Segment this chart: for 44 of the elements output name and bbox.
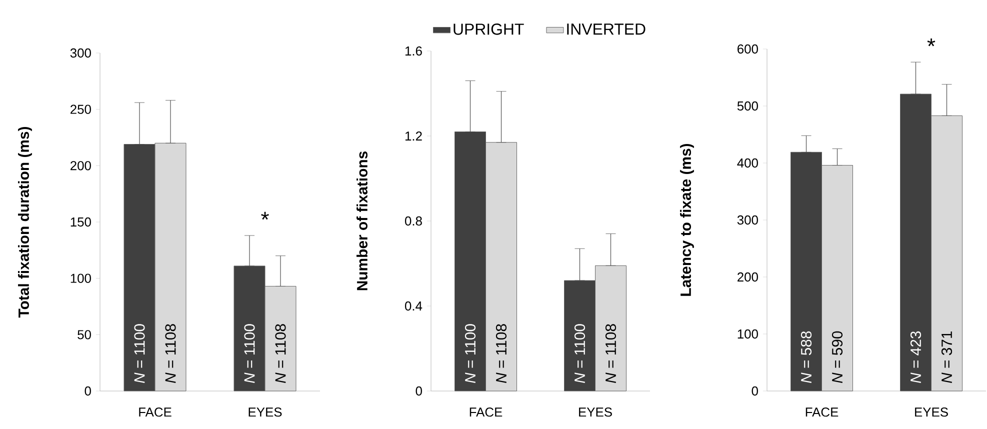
annotation: N = 1100 — [464, 324, 476, 384]
annotation: N = 371 — [941, 331, 952, 384]
annotation: N = 1108 — [275, 324, 286, 384]
annotation: N = 1108 — [165, 324, 176, 384]
annotation: N = 1108 — [605, 324, 616, 384]
y-tick-label: 100 — [70, 274, 91, 283]
annotation: N = 1100 — [134, 324, 145, 384]
y-tick-label: 0 — [752, 386, 758, 396]
annotation: N = 1100 — [244, 324, 255, 384]
y-tick-label: 250 — [70, 104, 91, 114]
x-tick-label: FACE — [470, 408, 502, 417]
y-tick-label: 0 — [84, 386, 91, 396]
y-tick-label: 300 — [737, 215, 758, 225]
x-tick-label: EYES — [579, 408, 612, 417]
y-tick-label: 1.6 — [405, 46, 422, 56]
y-tick-label: 0.8 — [404, 216, 422, 226]
y-tick-label: 200 — [738, 272, 758, 282]
x-tick-label: EYES — [248, 408, 282, 417]
y-tick-label: 50 — [78, 330, 91, 340]
y-tick-label: 500 — [737, 101, 758, 111]
y-tick-label: 200 — [70, 161, 91, 170]
y-axis-title: Latency to fixate (ms) — [680, 144, 694, 296]
legend-label: INVERTED — [567, 24, 646, 35]
y-tick-label: 0 — [416, 386, 422, 396]
x-tick-label: FACE — [806, 408, 838, 417]
annotation: N = 1108 — [496, 324, 507, 384]
x-tick-label: EYES — [915, 408, 948, 417]
annotation: N = 423 — [910, 331, 922, 384]
x-tick-label: FACE — [139, 408, 172, 417]
annotation: N = 590 — [832, 331, 843, 384]
y-tick-label: 0.4 — [404, 301, 422, 311]
y-tick-label: 100 — [738, 329, 758, 339]
y-tick-label: 150 — [70, 217, 91, 227]
y-axis-title: Number of fixations — [356, 151, 368, 290]
annotation: N = 588 — [800, 331, 812, 384]
y-tick-label: 600 — [738, 44, 758, 54]
text: * — [927, 38, 936, 46]
y-tick-label: 1.2 — [405, 131, 422, 141]
legend-label: UPRIGHT — [454, 24, 524, 35]
annotation: N = 1100 — [574, 324, 586, 384]
annotation: * — [261, 212, 269, 220]
y-axis-title: Total fixation duration (ms) — [18, 126, 32, 318]
y-tick-label: 400 — [737, 158, 758, 168]
y-tick-label: 300 — [70, 48, 91, 58]
